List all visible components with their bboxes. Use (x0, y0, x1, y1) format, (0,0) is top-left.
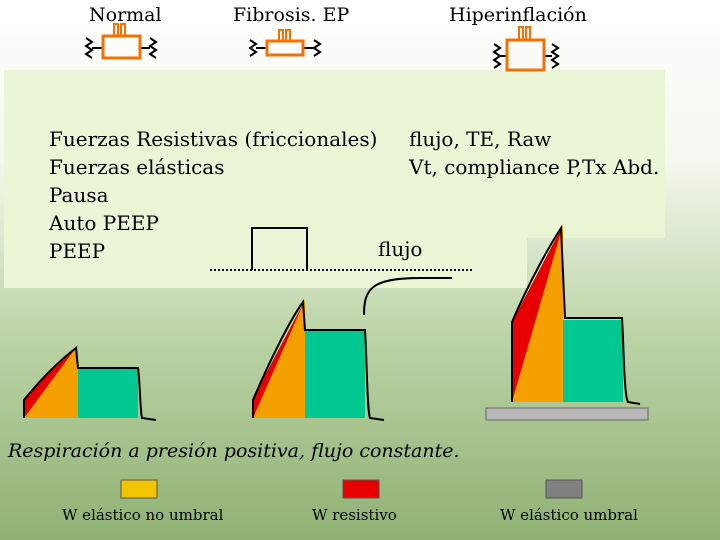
list-item: Auto PEEP (49, 211, 159, 235)
legend-swatch-elastic (120, 479, 158, 499)
left-list: Fuerzas Resistivas (friccionales) Fuerza… (49, 125, 377, 265)
caption: Respiración a presión positiva, flujo co… (8, 440, 460, 462)
legend-swatch-threshold (545, 479, 583, 499)
pressure-curve-normal (23, 345, 157, 421)
label-fibrosis: Fibrosis. EP (233, 4, 350, 26)
legend-label-elastic: W elástico no umbral (62, 506, 224, 524)
list-item: flujo, TE, Raw (409, 127, 552, 151)
list-item: Fuerzas elásticas (49, 155, 225, 179)
text-panel-main (4, 70, 527, 288)
legend-label-threshold: W elástico umbral (500, 506, 638, 524)
label-normal: Normal (89, 4, 162, 26)
lung-fibrosis-icon (248, 29, 322, 57)
legend-swatch-resistive (342, 479, 380, 499)
legend-label-resistive: W resistivo (312, 506, 397, 524)
list-item: Vt, compliance P,Tx Abd. (409, 155, 660, 179)
pressure-curve-hyperinflation (485, 224, 649, 421)
text-panel-right (527, 70, 665, 238)
flow-label: flujo (378, 237, 423, 261)
lung-normal-icon (84, 23, 158, 60)
label-hyperinflation: Hiperinflación (449, 4, 587, 26)
list-item: Pausa (49, 183, 109, 207)
pressure-curve-fibrosis (252, 299, 385, 421)
list-item: Fuerzas Resistivas (friccionales) (49, 127, 378, 151)
flow-trace (210, 227, 472, 316)
list-item: PEEP (49, 239, 106, 263)
lung-hyperinflation-icon (492, 26, 560, 72)
right-list: flujo, TE, Raw Vt, compliance P,Tx Abd. (409, 125, 659, 181)
